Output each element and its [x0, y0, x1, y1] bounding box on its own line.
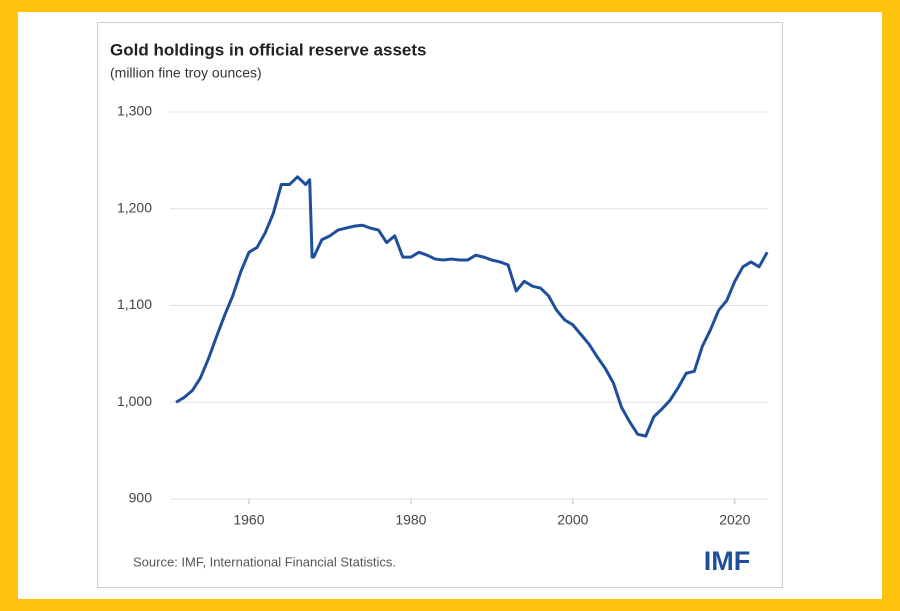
x-tick-label: 2020 [719, 512, 750, 528]
line-series [175, 175, 769, 438]
chart-title: Gold holdings in official reserve assets [110, 40, 426, 59]
chart-subtitle: (million fine troy ounces) [110, 65, 262, 81]
y-tick-label: 900 [129, 490, 153, 506]
x-tick-label: 2000 [557, 512, 588, 528]
y-tick-label: 1,200 [117, 199, 152, 215]
x-tick-label: 1980 [395, 512, 426, 528]
y-tick-label: 1,300 [117, 103, 152, 119]
logo: IMF [704, 546, 751, 576]
source: Source: IMF, International Financial Sta… [133, 554, 396, 569]
x-tick-label: 1960 [233, 512, 264, 528]
y-tick-label: 1,000 [117, 393, 152, 409]
y-tick-label: 1,100 [117, 296, 152, 312]
